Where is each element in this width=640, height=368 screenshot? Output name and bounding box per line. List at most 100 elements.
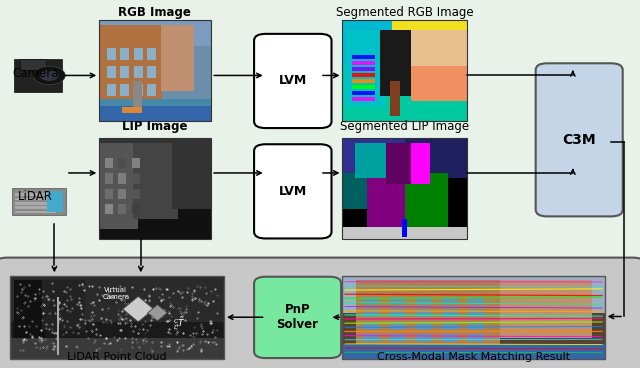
Bar [468,334,484,342]
Bar [342,276,605,359]
Bar [105,173,113,184]
Bar [468,322,484,330]
Bar [133,143,177,219]
Bar [342,20,392,66]
Bar [100,25,162,106]
Bar [99,99,211,121]
Bar [342,138,405,178]
Text: Segmented RGB Image: Segmented RGB Image [335,6,474,20]
Bar [20,59,46,70]
Text: C3M: C3M [563,133,596,147]
Bar [120,47,129,60]
Bar [15,211,56,213]
Bar [107,84,116,96]
FancyBboxPatch shape [254,277,341,358]
Bar [390,297,405,305]
Text: LiDAR Point Cloud: LiDAR Point Cloud [67,352,167,362]
Bar [342,138,467,239]
Polygon shape [123,296,154,322]
Bar [442,334,458,342]
FancyBboxPatch shape [536,63,623,216]
Bar [353,97,375,101]
Bar [118,158,126,169]
Bar [57,297,59,355]
Bar [47,191,63,212]
Bar [120,84,129,96]
Bar [118,189,126,199]
Bar [390,81,400,116]
Bar [411,46,467,101]
Bar [405,173,449,234]
Bar [10,276,224,359]
Bar [364,322,379,330]
Bar [442,322,458,330]
Bar [411,143,430,184]
Bar [364,334,379,342]
Bar [353,85,375,89]
Bar [342,276,605,313]
Bar [99,143,138,229]
Bar [122,107,142,113]
Bar [416,297,431,305]
Bar [99,138,211,239]
Bar [416,322,431,330]
Bar [14,59,62,92]
FancyBboxPatch shape [0,258,640,368]
Bar [15,193,56,196]
Bar [353,54,375,59]
Text: LIP Image: LIP Image [122,120,188,134]
Bar [390,322,405,330]
Bar [99,138,211,239]
Bar [380,31,411,96]
Text: LVM: LVM [278,185,307,198]
Bar [364,309,379,317]
Bar [118,204,126,214]
Bar [403,219,407,237]
Bar [120,66,129,78]
Bar [356,280,500,346]
Bar [99,20,211,121]
Bar [133,81,141,109]
Bar [134,47,143,60]
Bar [355,143,386,178]
Bar [132,173,140,184]
Bar [99,20,211,121]
Bar [132,189,140,199]
Bar [15,206,56,209]
Bar [152,223,156,237]
Circle shape [33,66,65,85]
FancyBboxPatch shape [254,144,332,238]
Bar [353,73,375,77]
Bar [468,309,484,317]
Bar [342,344,605,359]
Bar [416,334,431,342]
Bar [107,47,116,60]
Bar [99,106,211,121]
Bar [105,204,113,214]
Bar [353,67,375,71]
Bar [172,143,211,209]
Bar [405,138,467,178]
Bar [416,309,431,317]
Bar [353,91,375,95]
Bar [367,173,411,229]
Bar [411,31,467,66]
FancyBboxPatch shape [0,0,640,274]
Bar [134,66,143,78]
Bar [390,309,405,317]
Text: RGB Image: RGB Image [118,6,191,20]
Bar [442,309,458,317]
Bar [118,173,126,184]
Bar [10,276,224,322]
Bar [468,297,484,305]
Bar [134,84,143,96]
Text: PnP
Solver: PnP Solver [276,303,319,332]
Bar [10,276,224,359]
Text: Segmented LIP Image: Segmented LIP Image [340,120,469,134]
Bar [12,188,66,215]
Bar [342,227,467,239]
Bar [342,20,467,121]
Text: $^C_L\tilde{T}$: $^C_L\tilde{T}$ [173,316,186,332]
Text: Virtual
Camera: Virtual Camera [102,287,129,300]
Bar [342,173,374,209]
